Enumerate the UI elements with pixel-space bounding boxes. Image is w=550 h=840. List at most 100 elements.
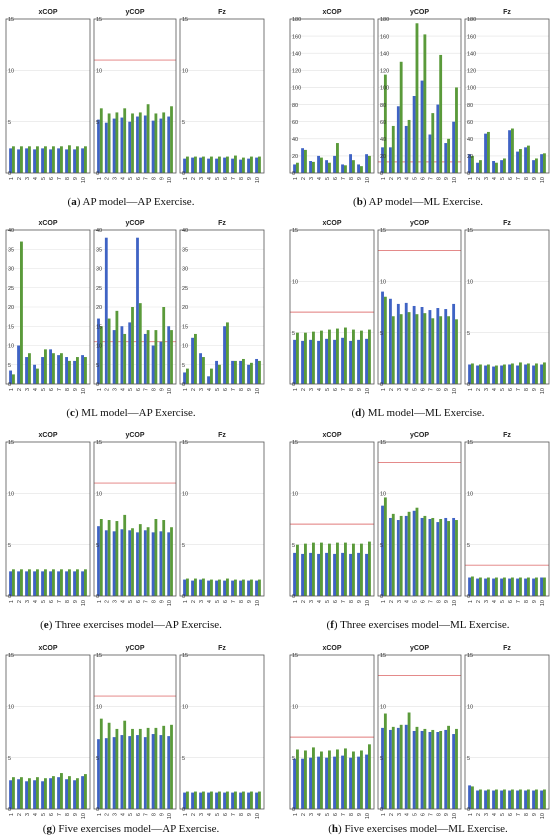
x-tick-label: 2 [191, 813, 197, 816]
y-tick-label: 120 [380, 69, 389, 75]
bar-blue [120, 326, 124, 384]
y-tick-label: 5 [467, 543, 470, 549]
bar-green [123, 720, 127, 809]
x-tick-label: 7 [428, 600, 434, 603]
x-tick-label: 3 [484, 388, 490, 391]
bar-green [115, 728, 119, 809]
caption-text: ( [68, 196, 72, 208]
y-tick-label: 0 [467, 171, 470, 177]
bar-blue [17, 779, 20, 809]
bar-green [383, 296, 387, 384]
x-tick-label: 4 [120, 388, 126, 391]
bar-blue [120, 529, 124, 596]
bar-blue [73, 149, 76, 173]
x-tick-label: 10 [255, 813, 261, 819]
bar-blue [151, 345, 155, 384]
x-tick-label: 9 [73, 813, 79, 816]
caption-text: ) AP model—ML Exercise. [363, 196, 483, 208]
bar-blue [41, 148, 44, 173]
bar-blue [492, 161, 495, 173]
bar-green [242, 358, 245, 384]
subplot-title: xCOP [322, 432, 341, 439]
x-tick-label: 4 [317, 600, 323, 603]
bar-blue [357, 552, 360, 596]
bar-green [423, 34, 427, 174]
x-tick-label: 8 [239, 177, 245, 180]
x-tick-label: 3 [113, 177, 119, 180]
bar-green [234, 579, 237, 596]
x-tick-label: 8 [436, 388, 442, 391]
y-tick-label: 15 [292, 653, 298, 659]
bar-green [312, 331, 315, 384]
caption-d: (d) ML model—ML Exercise. [351, 407, 484, 419]
y-tick-label: 10 [8, 344, 14, 350]
bar-blue [128, 530, 132, 596]
x-tick-label: 7 [341, 600, 347, 603]
bar-green [344, 327, 347, 384]
y-tick-label: 10 [96, 69, 102, 75]
bar-blue [492, 790, 495, 809]
x-tick-label: 10 [81, 600, 87, 606]
y-tick-label: 25 [182, 286, 188, 292]
x-tick-label: 4 [207, 813, 213, 816]
bar-green [226, 791, 229, 809]
bar-blue [444, 729, 448, 809]
x-tick-label: 1 [293, 813, 299, 816]
bar-green [535, 789, 538, 809]
bar-blue [293, 552, 296, 596]
bar-blue [420, 80, 424, 173]
x-tick-label: 7 [428, 813, 434, 816]
y-tick-label: 15 [182, 440, 188, 446]
bar-green [344, 748, 347, 809]
bar-blue [412, 730, 416, 809]
plot-frame [464, 441, 550, 597]
bar-green [242, 791, 245, 809]
bar-blue [191, 337, 194, 384]
y-tick-label: 30 [182, 267, 188, 273]
bar-blue [484, 578, 487, 596]
y-tick-label: 0 [380, 382, 383, 388]
bar-blue [81, 571, 84, 596]
bar-green [52, 353, 55, 384]
bar-blue [436, 522, 440, 596]
y-tick-label: 20 [96, 305, 102, 311]
subplot-title: yCOP [410, 645, 429, 652]
bar-blue [57, 777, 60, 809]
bar-green [170, 106, 173, 173]
bar-green [543, 362, 546, 384]
y-tick-label: 0 [467, 594, 470, 600]
x-tick-label: 1 [9, 600, 15, 603]
bar-blue [33, 149, 36, 173]
y-tick-label: 40 [380, 137, 386, 143]
bar-green [415, 23, 419, 174]
bar-green [320, 157, 323, 173]
x-tick-label: 6 [49, 388, 55, 391]
subplot-title: Fz [503, 645, 511, 652]
bar-blue [349, 154, 352, 173]
x-tick-label: 8 [152, 177, 158, 180]
x-tick-label: 5 [500, 388, 506, 391]
x-tick-label: 3 [25, 813, 31, 816]
bar-blue [159, 531, 163, 596]
x-tick-label: 5 [325, 177, 331, 180]
bar-blue [532, 160, 535, 173]
y-tick-label: 10 [380, 280, 386, 286]
caption-g: (g) Five exercises model—AP Exercise. [43, 823, 220, 835]
x-tick-label: 1 [183, 813, 189, 816]
x-tick-label: 10 [81, 813, 87, 819]
y-tick-label: 10 [292, 705, 298, 711]
x-tick-label: 9 [159, 177, 165, 180]
bar-green [352, 543, 355, 596]
x-tick-label: 5 [41, 177, 47, 180]
x-tick-label: 9 [247, 388, 253, 391]
bar-green [250, 791, 253, 809]
x-tick-label: 9 [444, 600, 450, 603]
y-tick-label: 15 [96, 324, 102, 330]
y-tick-label: 100 [292, 86, 301, 92]
x-tick-label: 6 [508, 813, 514, 816]
